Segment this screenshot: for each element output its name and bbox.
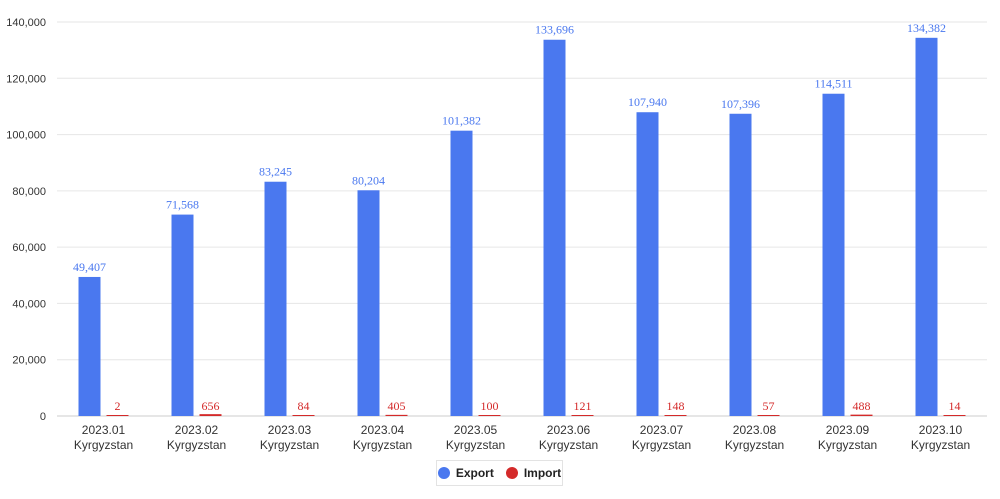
x-category-date: 2023.09: [826, 423, 870, 437]
import-dot-icon: [505, 467, 518, 479]
import-data-label: 488: [853, 399, 871, 413]
x-category-country: Kyrgyzstan: [446, 438, 505, 452]
x-category-country: Kyrgyzstan: [539, 438, 598, 452]
export-data-label: 83,245: [259, 165, 292, 179]
x-category-date: 2023.07: [640, 423, 684, 437]
export-bar[interactable]: [543, 39, 566, 416]
import-data-label: 14: [949, 399, 961, 413]
y-tick-label: 100,000: [6, 130, 46, 142]
export-dot-icon: [437, 467, 450, 479]
export-data-label: 49,407: [73, 260, 106, 274]
import-bar[interactable]: [943, 415, 966, 416]
x-category-date: 2023.04: [361, 423, 405, 437]
x-category-date: 2023.03: [268, 423, 312, 437]
x-category-country: Kyrgyzstan: [632, 438, 691, 452]
y-tick-label: 140,000: [6, 17, 46, 29]
import-data-label: 405: [388, 399, 406, 413]
legend-item-export[interactable]: Export: [437, 466, 494, 480]
grid-lines: [57, 21, 987, 417]
export-bar[interactable]: [357, 190, 380, 416]
export-bar[interactable]: [450, 130, 473, 417]
import-data-label: 2: [115, 399, 121, 413]
import-bar[interactable]: [664, 415, 687, 416]
y-tick-label: 80,000: [12, 186, 46, 198]
y-tick-label: 120,000: [6, 73, 46, 85]
export-bar[interactable]: [636, 112, 659, 416]
x-category-country: Kyrgyzstan: [167, 438, 226, 452]
import-bar[interactable]: [106, 415, 129, 416]
export-data-label: 107,940: [628, 95, 667, 109]
import-bar[interactable]: [757, 415, 780, 416]
export-bar[interactable]: [78, 276, 101, 416]
import-data-label: 84: [298, 399, 310, 413]
y-tick-label: 0: [40, 411, 46, 423]
chart-legend: Export Import: [436, 460, 563, 486]
x-category-date: 2023.01: [82, 423, 126, 437]
x-category-date: 2023.08: [733, 423, 777, 437]
export-data-label: 114,511: [814, 77, 852, 91]
x-category-date: 2023.02: [175, 423, 219, 437]
x-axis-categories: 2023.01Kyrgyzstan2023.02Kyrgyzstan2023.0…: [74, 423, 970, 452]
y-axis-ticks: 0 20,000 40,000 60,000 80,000 100,000 120,000 1…: [6, 17, 46, 423]
y-tick-label: 20,000: [12, 355, 46, 367]
legend-item-import[interactable]: Import: [505, 466, 562, 480]
export-data-label: 101,382: [442, 114, 481, 128]
import-data-label: 57: [763, 399, 775, 413]
x-category-country: Kyrgyzstan: [818, 438, 877, 452]
x-category-country: Kyrgyzstan: [260, 438, 319, 452]
x-category-date: 2023.05: [454, 423, 498, 437]
export-data-label: 133,696: [535, 23, 574, 37]
legend-export-label: Export: [455, 466, 494, 480]
export-data-label: 80,204: [352, 173, 385, 187]
legend-import-label: Import: [523, 466, 562, 480]
export-bar[interactable]: [915, 37, 938, 416]
x-category-date: 2023.10: [919, 423, 963, 437]
export-bar[interactable]: [822, 93, 845, 416]
export-data-label: 71,568: [166, 198, 199, 212]
import-bar[interactable]: [850, 414, 873, 416]
y-tick-label: 60,000: [12, 242, 46, 254]
import-bar[interactable]: [478, 415, 501, 416]
import-bar[interactable]: [385, 414, 408, 416]
export-bar[interactable]: [729, 113, 752, 417]
x-category-country: Kyrgyzstan: [911, 438, 970, 452]
x-category-country: Kyrgyzstan: [74, 438, 133, 452]
import-data-label: 148: [667, 399, 685, 413]
x-category-country: Kyrgyzstan: [725, 438, 784, 452]
bars: [78, 37, 966, 417]
export-data-label: 107,396: [721, 97, 760, 111]
import-data-label: 121: [574, 399, 592, 413]
y-tick-label: 40,000: [12, 298, 46, 310]
x-category-date: 2023.06: [547, 423, 591, 437]
import-data-label: 656: [202, 399, 220, 413]
import-bar[interactable]: [199, 414, 222, 416]
export-bar[interactable]: [171, 214, 194, 416]
x-category-country: Kyrgyzstan: [353, 438, 412, 452]
export-bar[interactable]: [264, 181, 287, 416]
import-bar[interactable]: [571, 415, 594, 416]
data-labels: 49,407 2 71,568 656 83,245 84 80,204 405 101,382…: [73, 21, 961, 413]
export-data-label: 134,382: [907, 21, 946, 35]
import-data-label: 100: [481, 399, 499, 413]
import-bar[interactable]: [292, 415, 315, 416]
